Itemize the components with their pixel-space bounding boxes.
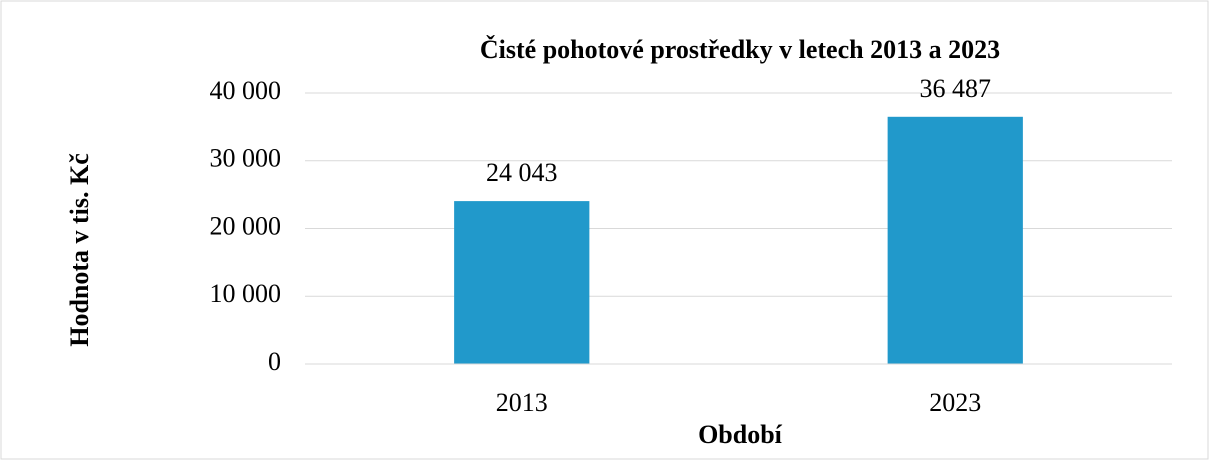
bar xyxy=(454,201,590,364)
x-tick-label: 2013 xyxy=(496,388,548,417)
y-axis-title: Hodnota v tis. Kč xyxy=(65,153,94,347)
y-tick-label: 10 000 xyxy=(210,279,282,308)
x-axis-title: Období xyxy=(698,420,783,449)
chart-title: Čisté pohotové prostředky v letech 2013 … xyxy=(480,35,1000,64)
x-tick-label: 2023 xyxy=(929,388,981,417)
y-tick-label: 40 000 xyxy=(210,76,282,105)
y-tick-label: 0 xyxy=(268,347,281,376)
y-tick-label: 20 000 xyxy=(210,211,282,240)
bar xyxy=(887,116,1023,365)
data-label: 36 487 xyxy=(920,74,992,103)
y-tick-label: 30 000 xyxy=(210,144,282,173)
data-label: 24 043 xyxy=(486,158,558,187)
